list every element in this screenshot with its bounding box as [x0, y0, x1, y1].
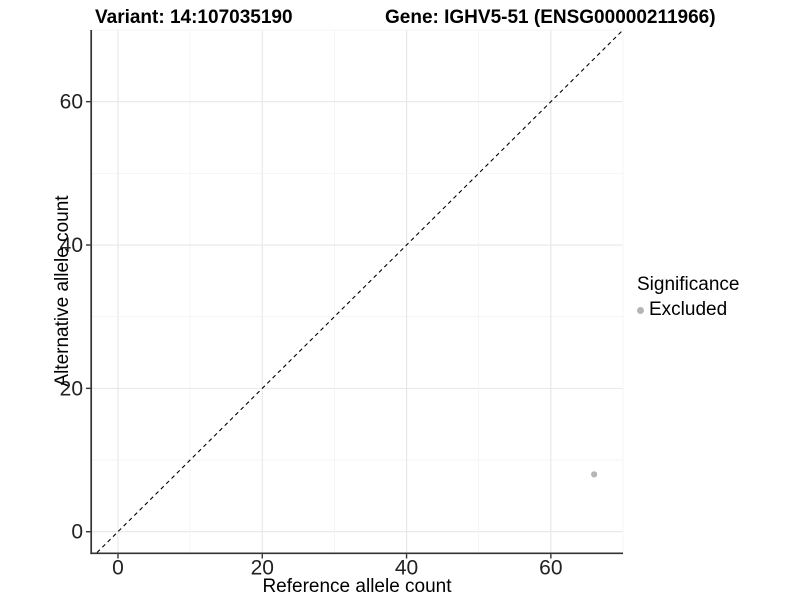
plot-title-gene: Gene: IGHV5-51 (ENSG00000211966) [385, 7, 716, 28]
x-tick-label: 0 [112, 557, 124, 580]
identity-dashed-line [96, 29, 624, 553]
x-axis-title: Reference allele count [262, 576, 452, 597]
legend-title: Significance [637, 274, 740, 295]
x-tick-label: 60 [539, 557, 562, 580]
x-tick-label: 20 [251, 557, 274, 580]
y-tick-label: 60 [60, 91, 83, 114]
legend: Significance Excluded [637, 274, 739, 321]
legend-item-excluded: Excluded [637, 299, 739, 321]
x-tick-label: 40 [395, 557, 418, 580]
legend-item-label: Excluded [649, 299, 728, 320]
y-tick-label: 40 [60, 234, 83, 257]
y-tick-label: 0 [71, 521, 83, 544]
legend-point-icon [637, 306, 644, 314]
y-axis-title: Alternative allele count [52, 195, 73, 387]
data-point [591, 471, 598, 478]
plot-title-variant: Variant: 14:107035190 [95, 7, 293, 28]
y-tick-label: 20 [60, 377, 83, 400]
